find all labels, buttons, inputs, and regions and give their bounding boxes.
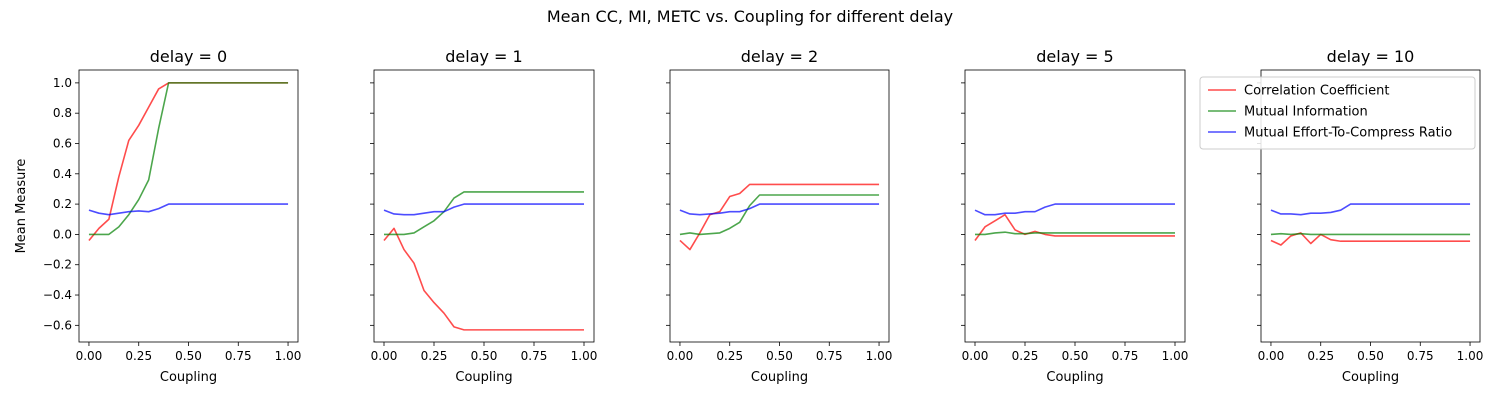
x-tick-label: 0.00 [1258, 349, 1285, 363]
x-tick-label: 0.00 [371, 349, 398, 363]
series-line-1 [88, 82, 289, 241]
x-tick-label: 0.50 [175, 349, 202, 363]
x-tick-label: 0.75 [1407, 349, 1434, 363]
x-tick-label: 0.25 [1307, 349, 1334, 363]
panel-title: delay = 0 [150, 47, 227, 66]
panel-title: delay = 1 [445, 47, 522, 66]
legend-label: Mutual Effort-To-Compress Ratio [1244, 126, 1452, 141]
y-tick-label: 1.0 [53, 76, 72, 90]
series-line-1 [383, 227, 584, 331]
panel-title: delay = 2 [741, 47, 818, 66]
chart-panel: delay = 2 0.00 0.25 0.50 0.75 1.00 Coupling [666, 47, 892, 385]
x-tick-label: 0.25 [716, 349, 743, 363]
series-line-2 [88, 82, 289, 236]
y-tick-label: 0.2 [53, 197, 72, 211]
panels: delay = 0 0.00 0.25 0.50 0.75 1.00 −0.6 −0.4 −0.… [14, 47, 1483, 385]
y-tick-label: −0.4 [43, 288, 72, 302]
x-axis-label: Coupling [1046, 370, 1103, 385]
panel-title: delay = 10 [1327, 47, 1415, 66]
y-tick-label: −0.6 [43, 318, 72, 332]
x-tick-label: 0.75 [521, 349, 548, 363]
series-line-2 [1270, 232, 1471, 236]
x-tick-label: 0.25 [1012, 349, 1039, 363]
x-tick-label: 1.00 [866, 349, 893, 363]
y-tick-label: 0.0 [53, 227, 72, 241]
series-line-3 [974, 203, 1175, 216]
legend-label: Mutual Information [1244, 105, 1368, 120]
series-line-3 [1270, 203, 1471, 216]
chart-panel: delay = 5 0.00 0.25 0.50 0.75 1.00 Coupling [961, 47, 1188, 385]
legend-label: Correlation Coefficient [1244, 84, 1390, 99]
x-axis-label: Coupling [751, 370, 808, 385]
x-tick-label: 1.00 [1457, 349, 1484, 363]
figure-title: Mean CC, MI, METC vs. Coupling for diffe… [547, 7, 953, 26]
x-tick-label: 1.00 [1162, 349, 1189, 363]
x-tick-label: 0.00 [76, 349, 103, 363]
series-line-2 [384, 191, 584, 236]
y-axis-label: Mean Measure [14, 159, 29, 254]
series-line-3 [383, 203, 584, 216]
x-tick-label: 0.00 [667, 349, 694, 363]
y-tick-label: 0.4 [53, 167, 72, 181]
x-axis-label: Coupling [455, 370, 512, 385]
x-tick-label: 0.75 [1112, 349, 1139, 363]
series-line-1 [1270, 232, 1471, 246]
x-tick-label: 0.50 [766, 349, 793, 363]
chart-panel: delay = 10 0.00 0.25 0.50 0.75 1.00 Coupling [1257, 47, 1483, 385]
x-tick-label: 0.50 [471, 349, 498, 363]
y-tick-label: 0.6 [53, 136, 72, 150]
x-tick-label: 0.25 [125, 349, 152, 363]
legend: Correlation Coefficient Mutual Informatio… [1199, 76, 1476, 150]
series-line-3 [679, 203, 880, 216]
axes-frame [964, 69, 1186, 343]
x-tick-label: 0.75 [225, 349, 252, 363]
x-tick-label: 0.00 [962, 349, 989, 363]
x-axis-label: Coupling [160, 370, 217, 385]
series-line-1 [679, 183, 880, 251]
x-axis-label: Coupling [1342, 370, 1399, 385]
legend-box [1199, 76, 1476, 150]
x-tick-label: 0.25 [421, 349, 448, 363]
chart-panel: delay = 1 0.00 0.25 0.50 0.75 1.00 Coupling [370, 47, 597, 385]
x-tick-label: 1.00 [571, 349, 598, 363]
series-line-3 [88, 203, 289, 216]
x-tick-label: 0.50 [1357, 349, 1384, 363]
y-tick-label: −0.2 [43, 258, 72, 272]
series-line-2 [679, 194, 880, 236]
x-tick-label: 0.50 [1062, 349, 1089, 363]
axes-frame [1260, 69, 1481, 343]
y-tick-label: 0.8 [53, 106, 72, 120]
x-tick-label: 0.75 [816, 349, 843, 363]
series-line-1 [974, 213, 1175, 241]
panel-title: delay = 5 [1036, 47, 1113, 66]
chart-panel: delay = 0 0.00 0.25 0.50 0.75 1.00 −0.6 −0.4 −0.… [14, 47, 301, 385]
axes-frame [373, 69, 595, 343]
series-line-2 [975, 231, 1175, 236]
axes-frame [669, 69, 890, 343]
axes-frame [78, 69, 299, 343]
x-tick-label: 1.00 [275, 349, 302, 363]
